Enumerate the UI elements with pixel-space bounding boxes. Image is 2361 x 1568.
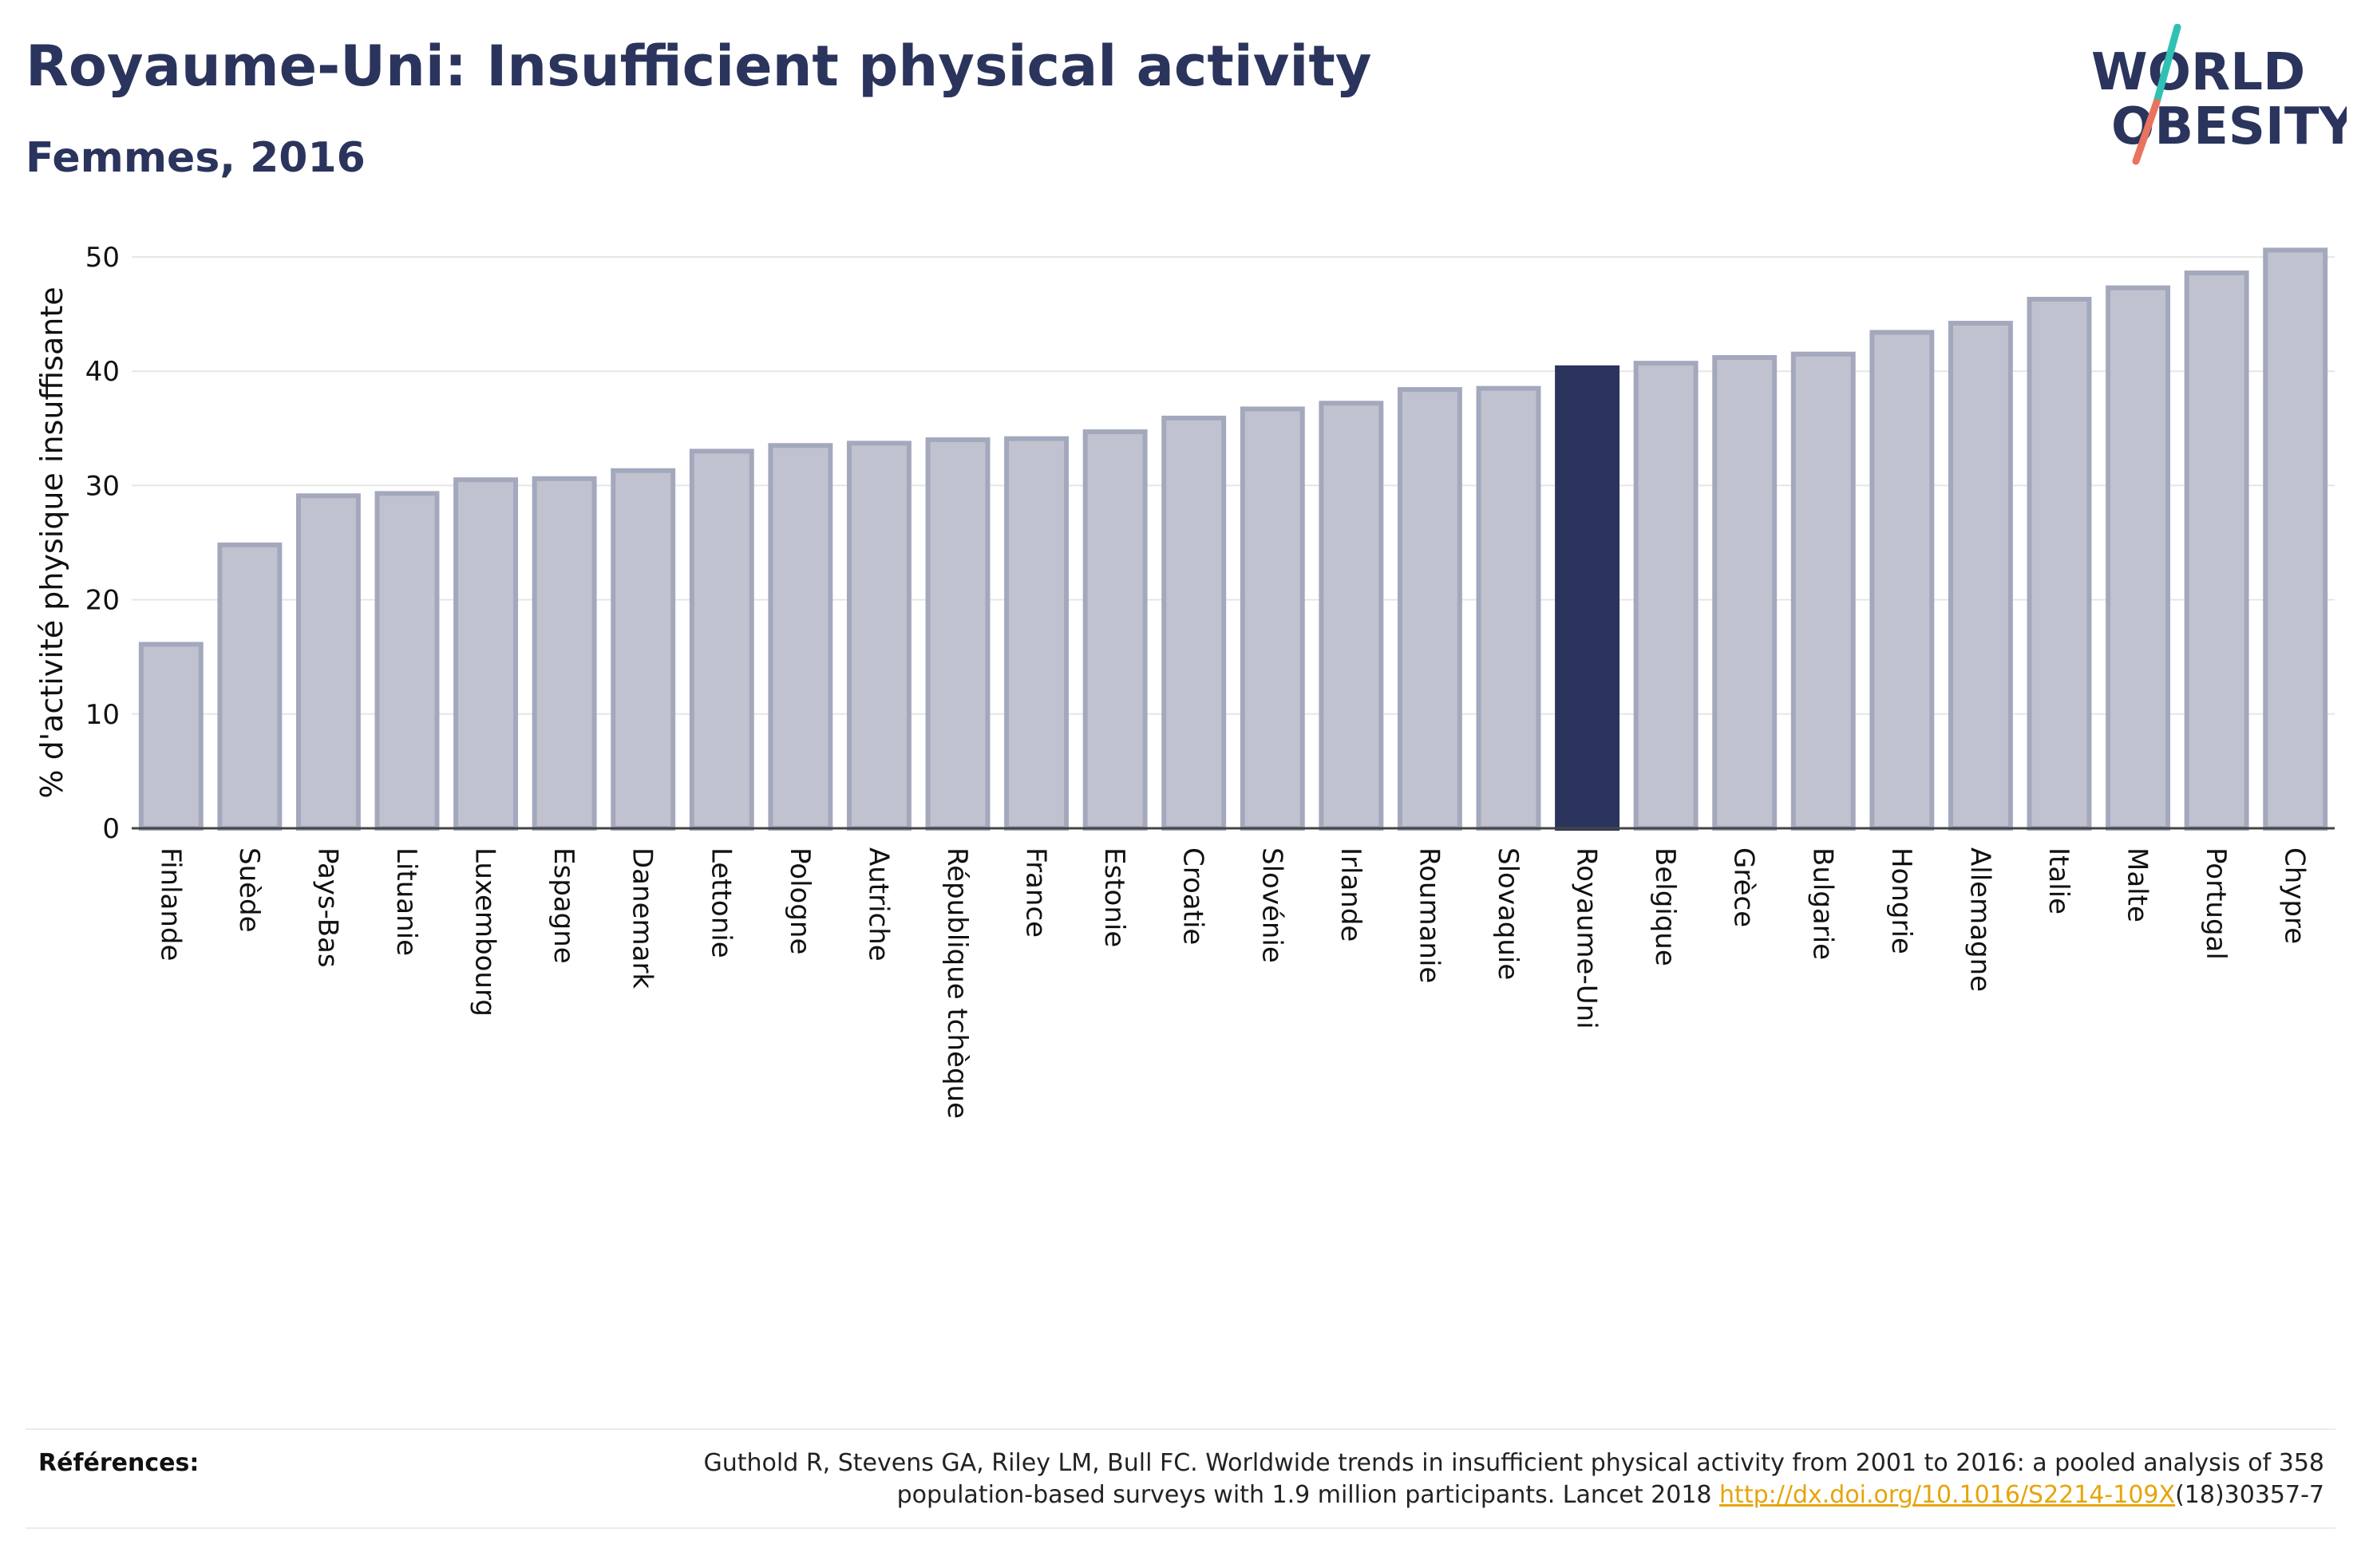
bar-belgique (1633, 361, 1699, 831)
x-tick-label: Portugal (2200, 847, 2232, 960)
bar-slov-nie (1240, 406, 1305, 831)
bar-su-de (217, 542, 283, 831)
bar-chart: 0 10 20 30 40 50 Finlande Suède Pays-Bas Lituani… (34, 242, 2335, 1119)
x-tick-label: Allemagne (1964, 847, 1995, 992)
bar-royaume-uni (1555, 365, 1620, 831)
x-tick-label: République tchèque (941, 847, 973, 1119)
y-tick-label: 20 (85, 585, 120, 617)
x-tick-label: Finlande (154, 847, 186, 961)
references-doi-link[interactable]: http://dx.doi.org/10.1016/S2214-109X (1719, 1481, 2176, 1509)
x-tick-label: Espagne (548, 847, 579, 964)
y-tick-label: 10 (85, 699, 120, 731)
logo-slash-coral (2132, 98, 2161, 165)
x-tick-label: Lettonie (705, 847, 737, 958)
page-subtitle: Femmes, 2016 (26, 134, 366, 182)
bar-espagne (532, 476, 597, 831)
x-tick-label: Slovaquie (1492, 847, 1524, 980)
bar-croatie (1161, 415, 1227, 831)
x-tick-label: Irlande (1335, 847, 1366, 942)
bar-slovaquie (1476, 385, 1541, 831)
bar-irlande (1319, 401, 1384, 831)
x-tick-label: Grèce (1728, 847, 1760, 927)
y-tick-label: 30 (85, 470, 120, 502)
bar-lettonie (689, 448, 754, 831)
bar-luxembourg (453, 477, 519, 831)
bar-gr-ce (1712, 355, 1778, 831)
references-text: Guthold R, Stevens GA, Riley LM, Bull FC… (568, 1448, 2324, 1511)
x-axis-labels: Finlande Suède Pays-Bas Lituanie Luxembourg E… (154, 847, 2310, 1119)
y-axis-label: % d'activité physique insuffisante (34, 286, 69, 798)
y-axis-ticks: 0 10 20 30 40 50 (85, 242, 120, 845)
bar-france (1004, 436, 1070, 831)
references-panel: Références: Guthold R, Stevens GA, Riley… (26, 1428, 2335, 1529)
world-obesity-logo: WORLD OBESITY (2091, 24, 2347, 165)
x-tick-label: Royaume-Uni (1571, 847, 1603, 1029)
x-tick-label: Bulgarie (1806, 847, 1838, 960)
x-tick-label: Slovénie (1256, 847, 1287, 963)
bar-hongrie (1869, 330, 1935, 831)
references-label: Références: (38, 1449, 200, 1477)
bar-bulgarie (1790, 351, 1856, 831)
x-tick-label: France (1020, 847, 1052, 938)
x-tick-label: Pologne (784, 847, 816, 954)
x-tick-label: Lituanie (390, 847, 422, 956)
x-tick-label: Roumanie (1413, 847, 1445, 983)
bar-portugal (2184, 271, 2249, 831)
bar-finlande (138, 642, 204, 831)
bar-lituanie (374, 491, 440, 831)
x-tick-label: Luxembourg (469, 847, 501, 1017)
x-tick-label: Hongrie (1885, 847, 1917, 954)
y-tick-label: 40 (85, 356, 120, 388)
bar-r-publique-tch-que (925, 437, 991, 831)
bar-pays-bas (295, 493, 361, 831)
x-tick-label: Malte (2122, 847, 2153, 922)
bar-allemagne (1948, 321, 2013, 831)
bar-malte (2106, 285, 2171, 831)
bar-chypre (2263, 247, 2328, 831)
y-tick-label: 50 (85, 242, 120, 274)
logo-slash-teal (2153, 24, 2181, 106)
x-tick-label: Belgique (1649, 847, 1681, 966)
y-tick-label: 0 (102, 813, 120, 845)
bar-roumanie (1397, 387, 1462, 831)
x-tick-label: Croatie (1177, 847, 1209, 945)
bar-italie (2027, 296, 2092, 831)
bar-autriche (846, 440, 912, 831)
x-tick-label: Italie (2043, 847, 2074, 914)
x-tick-label: Pays-Bas (311, 847, 343, 968)
bar-danemark (611, 468, 676, 831)
references-citation-end: (18)30357-7 (2175, 1481, 2324, 1509)
x-tick-label: Autriche (862, 847, 894, 962)
bar-estonie (1082, 429, 1148, 831)
bars (138, 247, 2328, 831)
x-tick-label: Estonie (1098, 847, 1130, 947)
references-citation: Guthold R, Stevens GA, Riley LM, Bull FC… (703, 1449, 2324, 1509)
page-title: Royaume-Uni: Insufficient physical activ… (26, 34, 1372, 99)
bar-pologne (768, 443, 833, 831)
x-tick-label: Chypre (2279, 847, 2311, 944)
x-tick-label: Danemark (627, 847, 658, 989)
x-tick-label: Suède (233, 847, 265, 933)
logo-line1: WORLD (2091, 43, 2305, 102)
